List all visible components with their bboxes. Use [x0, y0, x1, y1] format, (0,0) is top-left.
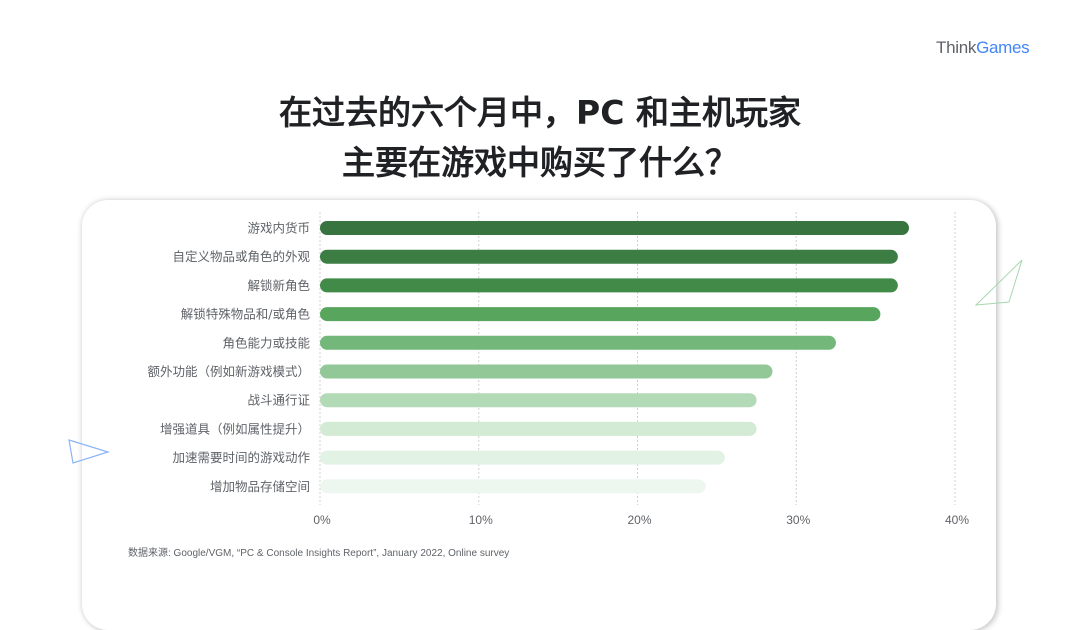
category-label: 增加物品存储空间: [210, 479, 310, 494]
category-label: 角色能力或技能: [222, 335, 310, 350]
bar-chart: 0% 10% 20% 30% 40% 游戏内货币自定义物品或角色的外观解锁新角色解锁特殊物…: [147, 212, 969, 527]
category-label: 战斗通行证: [247, 393, 310, 408]
triangle-decoration-green: [974, 259, 1023, 306]
bar: [320, 421, 757, 436]
triangle-decoration-blue: [68, 439, 111, 464]
bar: [320, 278, 898, 293]
x-tick-label: 10%: [469, 513, 493, 527]
decorations: [68, 259, 1023, 464]
category-label: 解锁特殊物品和/或角色: [181, 307, 311, 322]
category-label: 加速需要时间的游戏动作: [172, 450, 310, 465]
x-tick-label: 20%: [627, 513, 651, 527]
source-note: 数据来源: Google/VGM, “PC & Console Insights…: [128, 548, 510, 559]
category-label: 解锁新角色: [247, 278, 310, 293]
chart-card: [82, 200, 996, 630]
bar: [320, 479, 706, 494]
bar: [320, 249, 898, 264]
bar: [320, 221, 909, 235]
bar: [320, 393, 757, 408]
title-line-2: 主要在游戏中购买了什么？: [342, 143, 738, 182]
category-label: 游戏内货币: [247, 221, 310, 236]
bar: [320, 450, 725, 465]
x-tick-label: 30%: [786, 513, 810, 527]
think-games-logo: ThinkGames: [936, 38, 1030, 57]
bar: [320, 364, 773, 379]
category-label: 增强道具（例如属性提升）: [160, 421, 310, 436]
bar: [320, 335, 836, 350]
category-label: 自定义物品或角色的外观: [172, 249, 310, 264]
bar: [320, 307, 881, 322]
title-line-1: 在过去的六个月中，PC 和主机玩家: [279, 93, 801, 132]
x-tick-label: 40%: [945, 513, 969, 527]
x-tick-label: 0%: [313, 513, 331, 527]
page-title: 在过去的六个月中，PC 和主机玩家 主要在游戏中购买了什么？: [0, 88, 1080, 188]
category-label: 额外功能（例如新游戏模式）: [147, 364, 310, 379]
